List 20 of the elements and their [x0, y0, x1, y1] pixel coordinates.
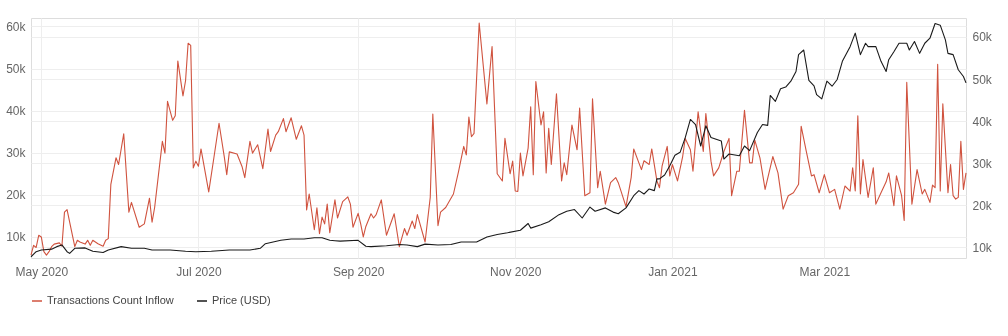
y-tick-label: 60k [6, 19, 27, 34]
y-tick-label: 30k [6, 146, 27, 161]
y-tick-label: 40k [6, 104, 27, 119]
y-tick-label: 10k [6, 230, 27, 245]
x-tick-label: May 2020 [15, 264, 69, 279]
legend-label: Price (USD) [212, 294, 271, 306]
y2-tick-label: 60k [972, 30, 993, 45]
y2-tick-label: 20k [972, 198, 993, 213]
y2-tick-label: 10k [972, 240, 993, 255]
y2-tick-label: 30k [972, 156, 993, 171]
y2-tick-label: 40k [972, 114, 993, 129]
x-tick-label: Jul 2020 [176, 264, 222, 279]
y-tick-label: 50k [6, 62, 27, 77]
x-tick-label: Jan 2021 [648, 264, 698, 279]
legend-label: Transactions Count Inflow [47, 294, 174, 306]
x-tick-label: Mar 2021 [799, 264, 851, 279]
x-tick-label: Nov 2020 [490, 264, 542, 279]
y-tick-label: 20k [6, 188, 27, 203]
y2-tick-label: 50k [972, 72, 993, 87]
x-tick-label: Sep 2020 [332, 264, 385, 279]
